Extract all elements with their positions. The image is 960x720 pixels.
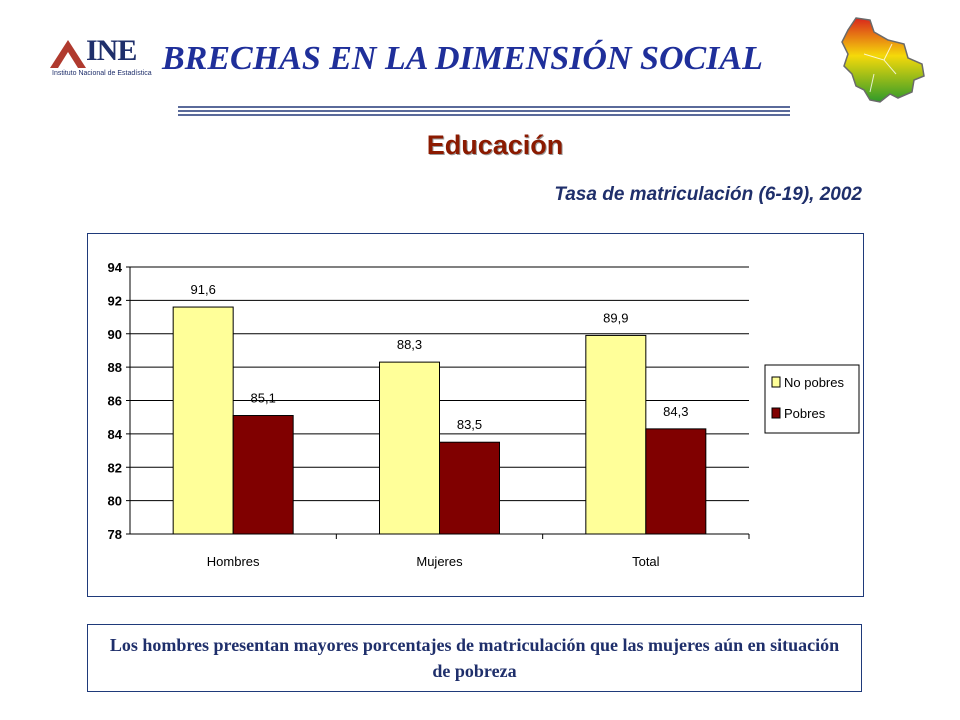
note-box: Los hombres presentan mayores porcentaje… [87, 624, 862, 692]
y-tick-label: 94 [108, 260, 123, 275]
bar-no-pobres [172, 306, 234, 535]
y-tick-label: 84 [108, 427, 123, 442]
x-tick-label: Hombres [207, 554, 260, 569]
y-tick-label: 92 [108, 293, 122, 308]
bar-no-pobres [379, 361, 440, 535]
x-tick-label: Mujeres [416, 554, 463, 569]
legend-swatch [771, 407, 781, 419]
ine-logo-icon [50, 40, 86, 68]
bar-pobres [232, 415, 294, 535]
y-tick-label: 86 [108, 394, 122, 409]
note-text: Los hombres presentan mayores porcentaje… [109, 635, 840, 681]
divider-line [178, 114, 790, 116]
logo-subtext: Instituto Nacional de Estadística [52, 70, 152, 77]
data-label: 84,3 [663, 404, 688, 419]
legend-label: Pobres [784, 406, 826, 421]
logo-text: INE [86, 34, 137, 67]
page-title: BRECHAS EN LA DIMENSIÓN SOCIAL [162, 40, 763, 77]
data-label: 83,5 [457, 417, 482, 432]
data-label: 91,6 [191, 282, 216, 297]
divider-line [178, 110, 790, 112]
x-tick-label: Total [632, 554, 660, 569]
legend-label: No pobres [784, 375, 844, 390]
divider-line [178, 106, 790, 108]
y-tick-label: 80 [108, 494, 122, 509]
y-tick-label: 88 [108, 360, 122, 375]
legend-box [764, 364, 860, 434]
bar-no-pobres [585, 334, 647, 535]
bar-pobres [439, 441, 500, 535]
y-tick-label: 90 [108, 327, 122, 342]
data-label: 85,1 [251, 391, 276, 406]
data-label: 88,3 [397, 337, 422, 352]
chart-container: 78 80 82 84 86 88 90 92 94 91,6 85,1 Hombres 88,3 83,… [87, 233, 864, 597]
data-label: 89,9 [603, 310, 628, 325]
y-tick-label: 78 [108, 527, 122, 542]
bolivia-map-icon [841, 17, 925, 103]
y-tick-label: 82 [108, 460, 122, 475]
bar-chart: 78 80 82 84 86 88 90 92 94 91,6 85,1 Hombres 88,3 83,… [108, 260, 860, 569]
section-title: Educación [426, 130, 564, 160]
bar-pobres [645, 428, 707, 535]
chart-title: Tasa de matriculación (6-19), 2002 [554, 184, 862, 205]
ine-logo: INE Instituto Nacional de Estadística [48, 34, 158, 84]
legend-swatch [771, 376, 781, 388]
